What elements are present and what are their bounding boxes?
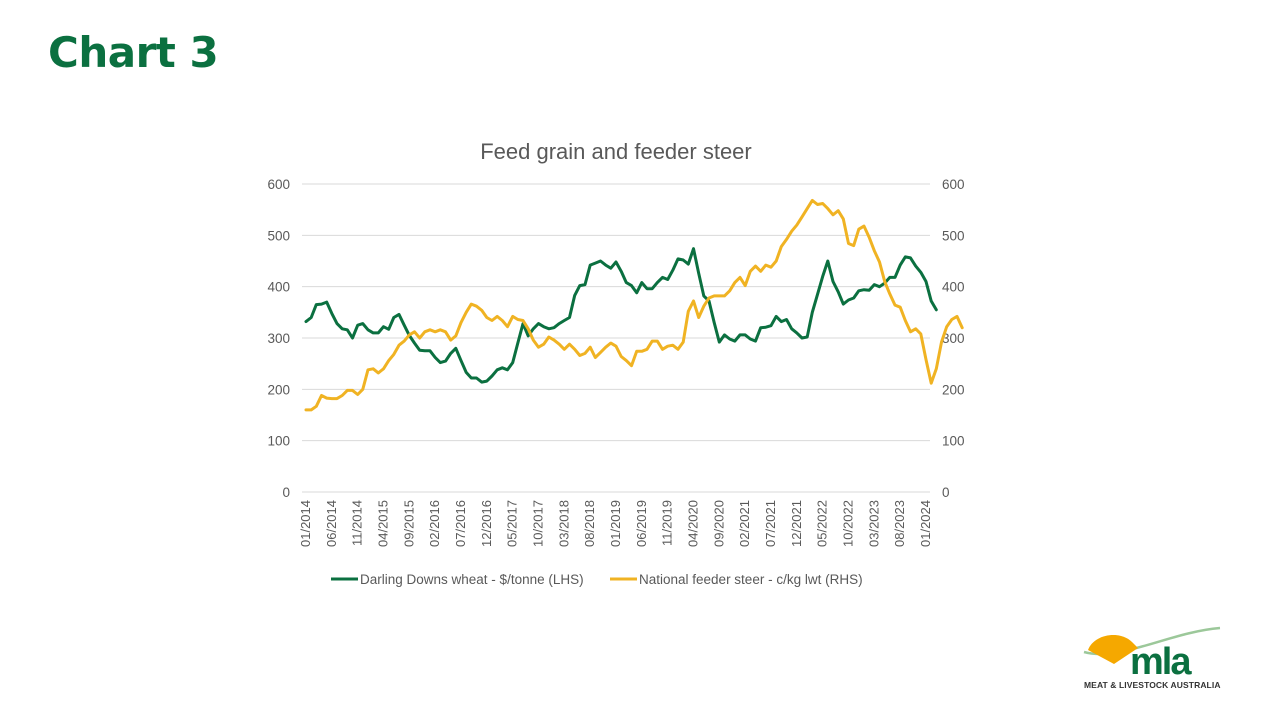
x-tick-label: 08/2018 (582, 500, 597, 547)
series-lines (304, 198, 964, 412)
legend: Darling Downs wheat - $/tonne (LHS) Nati… (331, 572, 863, 587)
x-tick-label: 03/2018 (556, 500, 571, 547)
y-right-tick-label: 0 (942, 485, 950, 500)
y-right-tick-label: 200 (942, 382, 965, 397)
y-left-tick-label: 0 (282, 485, 290, 500)
x-tick-label: 06/2014 (324, 500, 339, 547)
y-left-tick-label: 200 (267, 382, 290, 397)
legend-label-steer: National feeder steer - c/kg lwt (RHS) (639, 572, 863, 587)
y-right-tick-label: 100 (942, 434, 965, 449)
x-tick-label: 03/2023 (866, 500, 881, 547)
x-tick-label: 10/2022 (841, 500, 856, 547)
y-axis-left: 0 100 200 300 400 500 600 (267, 177, 290, 500)
x-tick-label: 12/2021 (789, 500, 804, 547)
series-line-wheat (304, 247, 938, 384)
y-right-tick-label: 600 (942, 177, 965, 192)
y-left-tick-label: 100 (267, 434, 290, 449)
logo-caption: MEAT & LIVESTOCK AUSTRALIA (1084, 680, 1221, 690)
y-left-tick-label: 300 (267, 331, 290, 346)
x-tick-label: 09/2015 (401, 500, 416, 547)
x-tick-label: 04/2015 (376, 500, 391, 547)
x-tick-label: 09/2020 (711, 500, 726, 547)
y-right-tick-label: 500 (942, 228, 965, 243)
x-tick-label: 07/2016 (453, 500, 468, 547)
gridlines (302, 183, 930, 493)
y-right-tick-label: 300 (942, 331, 965, 346)
y-left-tick-label: 600 (267, 177, 290, 192)
logo-wordmark: mla (1130, 641, 1192, 683)
x-tick-label: 07/2021 (763, 500, 778, 547)
slide-title: Chart 3 (48, 28, 219, 77)
x-axis: 01/2014 06/2014 11/2014 04/2015 09/2015 02/20… (298, 500, 933, 547)
x-tick-label: 04/2020 (686, 500, 701, 547)
x-tick-label: 02/2021 (737, 500, 752, 547)
x-tick-label: 01/2019 (608, 500, 623, 547)
mla-logo: mla (1083, 626, 1221, 683)
x-tick-label: 10/2017 (531, 500, 546, 547)
x-tick-label: 01/2024 (918, 500, 933, 547)
x-tick-label: 08/2023 (892, 500, 907, 547)
x-tick-label: 11/2014 (350, 500, 365, 546)
y-left-tick-label: 500 (267, 228, 290, 243)
series-line-steer (304, 198, 964, 412)
x-tick-label: 02/2016 (427, 500, 442, 547)
y-axis-right: 0 100 200 300 400 500 600 (942, 177, 965, 500)
y-right-tick-label: 400 (942, 280, 965, 295)
x-tick-label: 11/2019 (660, 500, 675, 546)
x-tick-label: 06/2019 (634, 500, 649, 547)
x-tick-label: 05/2022 (815, 500, 830, 547)
chart-title: Feed grain and feeder steer (480, 139, 752, 164)
y-left-tick-label: 400 (267, 280, 290, 295)
logo-sun-icon (1088, 635, 1138, 664)
x-tick-label: 01/2014 (298, 500, 313, 547)
x-tick-label: 12/2016 (479, 500, 494, 547)
legend-label-wheat: Darling Downs wheat - $/tonne (LHS) (360, 572, 584, 587)
x-tick-label: 05/2017 (505, 500, 520, 547)
